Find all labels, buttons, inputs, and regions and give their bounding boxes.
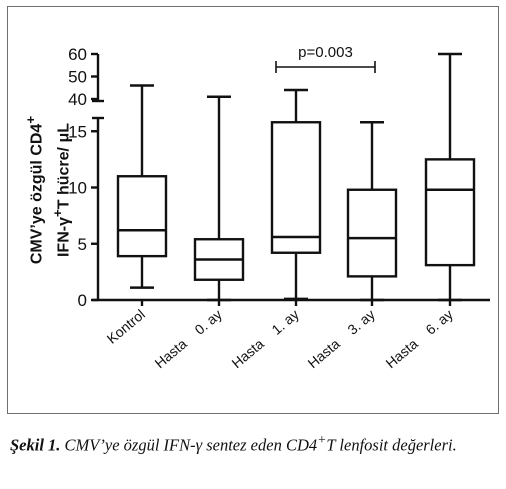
figure-frame <box>7 6 499 414</box>
y-label-line1-sup: + <box>23 115 38 124</box>
box-iqr <box>424 158 476 267</box>
box-iqr <box>270 121 322 254</box>
y-label-line2-pre: IFN-γ <box>55 217 73 258</box>
y-axis-label: CMV’ye özgül CD4+ IFN-γ+T hücre/ μL <box>20 116 75 264</box>
box-plot-2 <box>193 95 245 302</box>
y-tick-label: 0 <box>78 291 87 310</box>
caption-label: Şekil 1. <box>10 435 61 455</box>
y-label-line1: CMV’ye özgül CD4 <box>28 123 46 265</box>
x-tick-labels: Kontrol Hasta 0. ay Hasta 1. ay Hasta 3. ay… <box>104 306 456 371</box>
y-tick-label: 60 <box>68 45 87 64</box>
box-plot-4 <box>346 121 398 302</box>
caption-sup: + <box>317 432 327 447</box>
y-axis-label-wrap: CMV’ye özgül CD4+ IFN-γ+T hücre/ μL <box>20 116 73 264</box>
x-tick-label: Hasta 3. ay <box>304 306 377 371</box>
box-iqr <box>346 188 398 278</box>
x-tick-label: Hasta 1. ay <box>228 306 301 371</box>
box-plots <box>116 52 476 302</box>
y-tick-label: 40 <box>68 90 87 109</box>
x-tick-label: Hasta 6. ay <box>382 306 455 371</box>
significance-annotation: p=0.003 <box>275 44 376 73</box>
p-value-label: p=0.003 <box>298 44 353 61</box>
box-plot-5 <box>424 52 476 302</box>
y-tick-label: 5 <box>78 235 87 254</box>
y-tick-label: 10 <box>68 179 87 198</box>
x-tick-label: Kontrol <box>104 306 148 347</box>
box-plot-3 <box>270 88 322 301</box>
box-plot-1 <box>116 84 168 289</box>
axes: 0 5 10 15 40 50 60 <box>68 45 490 310</box>
y-tick-label: 50 <box>68 68 87 87</box>
y-label-line2-sup: + <box>50 209 66 218</box>
caption-text-pre: CMV’ye özgül IFN-γ sentez eden CD4 <box>64 435 318 455</box>
y-tick-label: 15 <box>68 122 87 141</box>
caption-text-post: T lenfosit değerleri. <box>326 435 457 455</box>
figure-caption: Şekil 1. CMV’ye özgül IFN-γ sentez eden … <box>10 428 498 457</box>
x-tick-label: Hasta 0. ay <box>151 306 224 371</box>
y-label-line2-post: T hücre/ μL <box>55 122 73 210</box>
box-iqr <box>116 175 168 258</box>
